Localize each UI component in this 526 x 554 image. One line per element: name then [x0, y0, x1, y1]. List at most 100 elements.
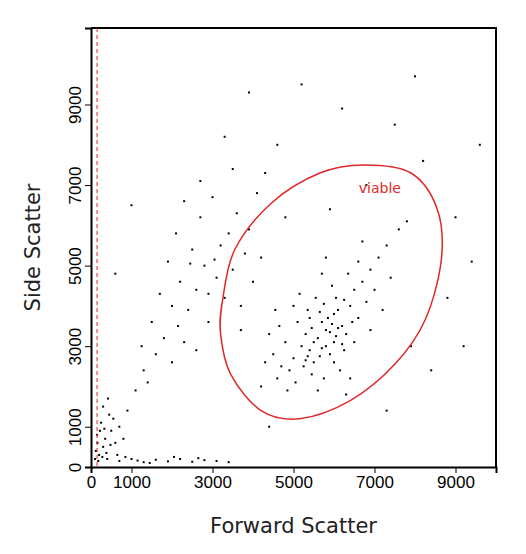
- event-point: [319, 311, 321, 313]
- event-point: [199, 216, 201, 218]
- y-tick-mark: [85, 346, 91, 347]
- event-point: [313, 361, 315, 363]
- x-tick: 5000: [275, 467, 313, 492]
- event-point: [276, 377, 278, 379]
- event-point: [398, 228, 400, 230]
- event-point: [149, 462, 151, 464]
- event-point: [276, 144, 278, 146]
- event-point: [305, 359, 307, 361]
- event-point: [207, 293, 209, 295]
- event-point: [143, 461, 145, 463]
- event-point: [333, 341, 335, 343]
- x-tick-label: 7000: [356, 473, 394, 492]
- chart: viable0100030005000700090000100030005000…: [0, 0, 526, 554]
- event-point: [430, 369, 432, 371]
- event-point: [108, 414, 110, 416]
- x-tick: 9000: [437, 467, 475, 492]
- event-point: [118, 460, 120, 462]
- event-point: [339, 369, 341, 371]
- event-point: [333, 361, 335, 363]
- event-point: [297, 321, 299, 323]
- event-point: [199, 180, 201, 182]
- event-point: [143, 369, 145, 371]
- event-point: [175, 232, 177, 234]
- event-point: [187, 309, 189, 311]
- event-point: [307, 355, 309, 357]
- event-point: [349, 377, 351, 379]
- event-point: [101, 456, 103, 458]
- event-point: [183, 341, 185, 343]
- event-point: [321, 347, 323, 349]
- event-point: [163, 337, 165, 339]
- y-tick-label: 7000: [66, 167, 85, 205]
- event-point: [321, 273, 323, 275]
- event-point: [155, 459, 157, 461]
- event-point: [112, 418, 114, 420]
- y-axis: 0 1000 3000 5000 7000 9000: [66, 29, 92, 473]
- event-point: [260, 385, 262, 387]
- event-point: [114, 442, 116, 444]
- x-axis-title: Forward Scatter: [210, 514, 377, 538]
- event-point: [141, 345, 143, 347]
- event-point: [335, 335, 337, 337]
- event-point: [94, 458, 96, 460]
- event-point: [137, 460, 139, 462]
- event-point: [232, 269, 234, 271]
- event-point: [189, 263, 191, 265]
- event-point: [321, 321, 323, 323]
- event-point: [309, 317, 311, 319]
- y-tick-label: 1000: [66, 408, 85, 446]
- event-point: [107, 398, 109, 400]
- event-point: [329, 208, 331, 210]
- y-tick: 0: [66, 463, 91, 472]
- event-point: [260, 257, 262, 259]
- y-tick: 3000: [66, 328, 91, 366]
- event-point: [216, 460, 218, 462]
- event-point: [446, 297, 448, 299]
- event-point: [325, 345, 327, 347]
- event-point: [341, 343, 343, 345]
- event-point: [305, 333, 307, 335]
- event-point: [313, 341, 315, 343]
- y-tick-label: 5000: [66, 247, 85, 285]
- event-point: [295, 381, 297, 383]
- event-point: [288, 369, 290, 371]
- event-point: [278, 325, 280, 327]
- event-point: [151, 321, 153, 323]
- y-tick-label: 0: [66, 463, 85, 472]
- y-tick: 1000: [66, 408, 91, 446]
- y-axis-line: [85, 29, 92, 468]
- event-point: [351, 321, 353, 323]
- event-point: [147, 381, 149, 383]
- event-point: [317, 389, 319, 391]
- event-point: [325, 329, 327, 331]
- event-point: [280, 365, 282, 367]
- event-point: [329, 353, 331, 355]
- event-point: [293, 305, 295, 307]
- event-point: [386, 244, 388, 246]
- y-tick-label: 9000: [66, 86, 85, 124]
- event-point: [203, 265, 205, 267]
- event-point: [114, 273, 116, 275]
- event-point: [309, 349, 311, 351]
- x-tick-label: 5000: [275, 473, 313, 492]
- x-tick: 1000: [113, 467, 151, 492]
- y-tick-mark: [85, 185, 91, 186]
- event-point: [179, 281, 181, 283]
- event-point: [102, 446, 104, 448]
- event-point: [216, 277, 218, 279]
- event-point: [183, 200, 185, 202]
- event-point: [374, 289, 376, 291]
- event-point: [264, 361, 266, 363]
- event-point: [214, 259, 216, 261]
- event-point: [224, 136, 226, 138]
- event-point: [455, 216, 457, 218]
- event-point: [95, 450, 97, 452]
- event-point: [105, 452, 107, 454]
- y-tick: 7000: [66, 167, 91, 205]
- event-point: [347, 273, 349, 275]
- event-point: [177, 325, 179, 327]
- event-point: [341, 108, 343, 110]
- event-point: [274, 309, 276, 311]
- event-point: [98, 454, 100, 456]
